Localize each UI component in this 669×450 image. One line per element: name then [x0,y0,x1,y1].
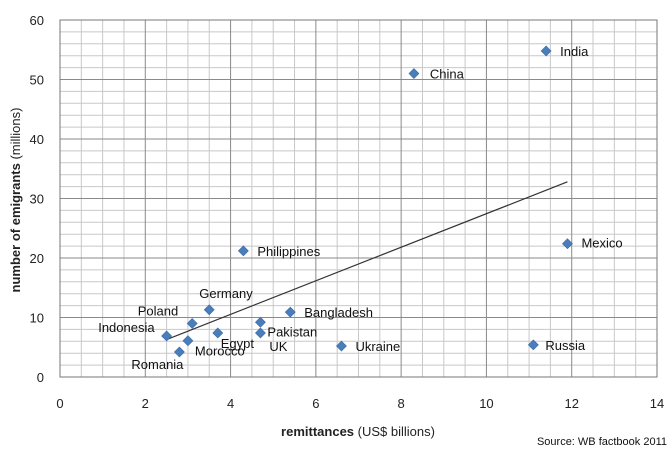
point-label: Egypt [221,336,255,351]
data-point-marker [161,330,173,342]
y-axis-ticks: 0 10 20 30 40 50 60 [30,13,44,385]
data-point-marker [527,339,539,351]
data-point-marker [186,318,198,329]
y-tick-label: 0 [37,370,44,385]
data-point-marker [254,316,266,328]
data-point-marker [336,340,347,352]
point-label: Russia [545,338,586,353]
data-points [161,45,573,358]
source-note: Source: WB factbook 2011 [537,436,667,448]
y-tick-label: 30 [30,192,44,207]
x-axis-ticks: 0 2 4 6 8 10 12 14 [56,396,664,411]
point-label: Morocco [195,344,245,359]
point-label: Bangladesh [304,305,373,320]
data-point-marker [173,346,185,358]
x-tick-label: 6 [312,396,319,411]
point-label: Germany [199,286,253,301]
data-point-marker [562,238,573,250]
point-label: Indonesia [98,320,155,335]
point-labels: India China Mexico Philippines Germany Bangla… [98,44,622,372]
x-tick-label: 14 [650,396,664,411]
y-tick-label: 50 [30,73,44,88]
point-label: Poland [138,303,178,318]
data-point-marker [237,245,249,257]
data-point-marker [212,327,224,339]
x-tick-label: 2 [142,396,149,411]
point-label: Mexico [581,236,622,251]
point-label: Pakistan [267,324,317,339]
data-point-marker [540,45,552,57]
x-tick-label: 8 [398,396,405,411]
y-tick-label: 60 [30,13,44,28]
x-tick-label: 12 [564,396,578,411]
y-tick-label: 10 [30,311,44,326]
point-label: Romania [131,357,184,372]
data-point-marker [254,327,266,339]
data-point-marker [284,306,296,318]
point-label: China [430,67,465,82]
data-point-marker [408,68,420,79]
trendline [166,181,568,341]
x-tick-label: 4 [227,396,234,411]
x-tick-label: 10 [479,396,493,411]
point-label: UK [269,339,287,354]
data-point-marker [182,335,194,347]
x-tick-label: 0 [56,396,63,411]
plot-area [59,19,658,378]
x-axis-title: remittances (US$ billions) [281,424,435,439]
y-axis-title: number of emigrants (millions) [8,108,23,293]
point-label: Ukraine [355,339,400,354]
data-point-marker [203,304,215,316]
y-tick-label: 20 [30,251,44,266]
y-tick-label: 40 [30,132,44,147]
point-label: Philippines [257,244,320,259]
point-label: India [560,44,589,59]
